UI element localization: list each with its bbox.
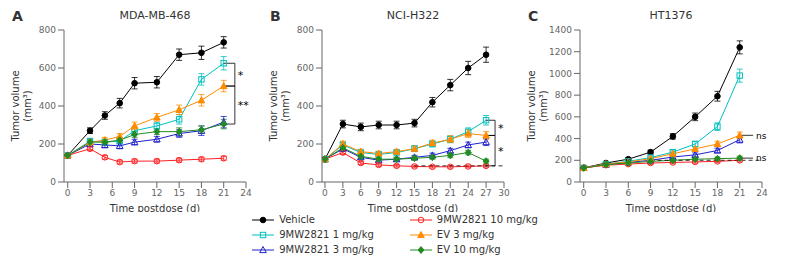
svg-text:*: * bbox=[498, 122, 504, 135]
svg-text:ns: ns bbox=[756, 131, 767, 141]
svg-text:27: 27 bbox=[480, 188, 491, 198]
html-text:NCI-H322: NCI-H322 bbox=[386, 9, 440, 22]
svg-text:9: 9 bbox=[132, 188, 138, 198]
html-text:A: A bbox=[12, 8, 23, 24]
html-text:B: B bbox=[270, 8, 281, 24]
svg-text:*: * bbox=[238, 69, 244, 82]
svg-text:24: 24 bbox=[240, 188, 252, 198]
svg-text:21: 21 bbox=[445, 188, 456, 198]
svg-text:6: 6 bbox=[358, 188, 364, 198]
svg-text:*: * bbox=[498, 145, 504, 158]
svg-text:15: 15 bbox=[689, 188, 700, 198]
svg-text:**: ** bbox=[238, 99, 250, 112]
svg-text:Time postdose (d): Time postdose (d) bbox=[109, 203, 201, 212]
html-text:Vehicle: Vehicle bbox=[279, 214, 315, 225]
svg-text:0: 0 bbox=[581, 188, 587, 198]
svg-text:Time postdose (d): Time postdose (d) bbox=[367, 203, 459, 212]
html-text:C: C bbox=[528, 8, 539, 24]
svg-text:12: 12 bbox=[667, 188, 678, 198]
svg-text:Tumor volume(mm³): Tumor volume(mm³) bbox=[268, 70, 291, 142]
svg-text:800: 800 bbox=[297, 25, 314, 35]
svg-text:Tumor volume(mm³): Tumor volume(mm³) bbox=[10, 70, 33, 142]
svg-text:600: 600 bbox=[297, 63, 314, 73]
svg-text:1200: 1200 bbox=[549, 47, 572, 57]
svg-text:18: 18 bbox=[712, 188, 724, 198]
html-text:EV 3 mg/kg: EV 3 mg/kg bbox=[436, 229, 495, 240]
svg-text:0: 0 bbox=[65, 188, 71, 198]
svg-text:400: 400 bbox=[297, 101, 314, 111]
svg-text:21: 21 bbox=[218, 188, 229, 198]
svg-text:6: 6 bbox=[625, 188, 631, 198]
html-text:9MW2821 3 mg/kg: 9MW2821 3 mg/kg bbox=[279, 244, 374, 255]
svg-text:0: 0 bbox=[566, 177, 572, 187]
svg-text:0: 0 bbox=[50, 177, 56, 187]
svg-text:6: 6 bbox=[109, 188, 115, 198]
svg-text:0: 0 bbox=[308, 177, 314, 187]
html-text:9MW2821 10 mg/kg: 9MW2821 10 mg/kg bbox=[436, 214, 538, 225]
svg-text:600: 600 bbox=[39, 63, 56, 73]
svg-text:12: 12 bbox=[151, 188, 162, 198]
svg-text:12: 12 bbox=[391, 188, 402, 198]
svg-text:200: 200 bbox=[555, 155, 572, 165]
html-text:HT1376: HT1376 bbox=[649, 9, 693, 22]
svg-text:200: 200 bbox=[297, 139, 314, 149]
svg-text:18: 18 bbox=[427, 188, 439, 198]
svg-text:18: 18 bbox=[196, 188, 208, 198]
svg-text:ns: ns bbox=[756, 153, 767, 163]
svg-text:24: 24 bbox=[756, 188, 768, 198]
svg-text:15: 15 bbox=[409, 188, 420, 198]
svg-text:9: 9 bbox=[648, 188, 654, 198]
svg-text:24: 24 bbox=[462, 188, 474, 198]
svg-text:1400: 1400 bbox=[549, 25, 572, 35]
svg-text:3: 3 bbox=[603, 188, 609, 198]
svg-text:3: 3 bbox=[340, 188, 346, 198]
svg-text:800: 800 bbox=[555, 90, 572, 100]
html-text:EV 10 mg/kg: EV 10 mg/kg bbox=[436, 244, 501, 255]
svg-text:400: 400 bbox=[555, 134, 572, 144]
svg-text:30: 30 bbox=[498, 188, 510, 198]
svg-text:15: 15 bbox=[173, 188, 184, 198]
svg-text:9: 9 bbox=[376, 188, 382, 198]
svg-text:1000: 1000 bbox=[549, 69, 572, 79]
svg-text:0: 0 bbox=[322, 188, 328, 198]
svg-text:400: 400 bbox=[39, 101, 56, 111]
svg-text:600: 600 bbox=[555, 112, 572, 122]
svg-text:21: 21 bbox=[734, 188, 745, 198]
html-text:9MW2821 1 mg/kg: 9MW2821 1 mg/kg bbox=[279, 229, 374, 240]
html-text:MDA-MB-468: MDA-MB-468 bbox=[119, 9, 191, 22]
svg-text:Time postdose (d): Time postdose (d) bbox=[625, 203, 717, 212]
svg-text:800: 800 bbox=[39, 25, 56, 35]
svg-text:3: 3 bbox=[87, 188, 93, 198]
svg-text:Tumor volume(mm³): Tumor volume(mm³) bbox=[526, 70, 549, 142]
svg-text:200: 200 bbox=[39, 139, 56, 149]
